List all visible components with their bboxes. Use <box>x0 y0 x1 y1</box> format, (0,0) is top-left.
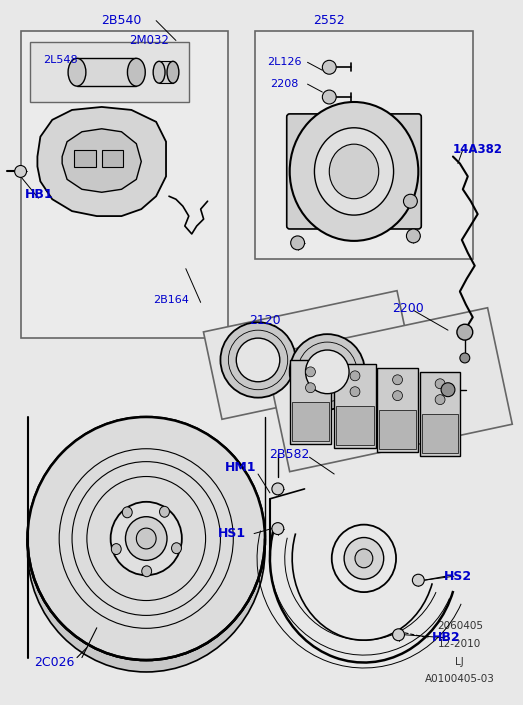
Ellipse shape <box>290 102 418 241</box>
FancyBboxPatch shape <box>287 114 422 229</box>
Circle shape <box>412 575 424 586</box>
Ellipse shape <box>153 61 165 83</box>
Circle shape <box>406 229 420 243</box>
Circle shape <box>403 195 417 208</box>
Text: 2200: 2200 <box>393 302 424 315</box>
Text: LJ: LJ <box>456 656 464 666</box>
Ellipse shape <box>28 417 265 660</box>
Text: 12-2010: 12-2010 <box>438 639 482 649</box>
Bar <box>292 402 329 441</box>
Text: 2L126: 2L126 <box>267 57 302 67</box>
Circle shape <box>236 338 280 382</box>
Polygon shape <box>62 129 141 192</box>
Text: HB1: HB1 <box>25 188 53 201</box>
Ellipse shape <box>314 128 394 215</box>
Circle shape <box>457 324 473 340</box>
Bar <box>101 149 123 168</box>
Bar <box>377 368 418 452</box>
Ellipse shape <box>28 429 265 672</box>
Circle shape <box>272 483 284 495</box>
Bar <box>336 405 374 446</box>
Bar <box>255 30 473 259</box>
Bar <box>159 61 173 83</box>
Circle shape <box>305 367 315 376</box>
Ellipse shape <box>68 59 86 86</box>
Ellipse shape <box>160 506 169 517</box>
Circle shape <box>291 236 304 250</box>
Text: 2B540: 2B540 <box>101 14 142 27</box>
Text: 2B582: 2B582 <box>269 448 310 460</box>
Bar <box>290 360 331 444</box>
Circle shape <box>272 522 284 534</box>
Polygon shape <box>265 308 512 472</box>
Text: HB2: HB2 <box>431 631 460 644</box>
Text: 2B164: 2B164 <box>153 295 189 305</box>
Text: 2L548: 2L548 <box>43 55 77 66</box>
Ellipse shape <box>126 517 167 560</box>
Circle shape <box>290 334 365 410</box>
Ellipse shape <box>142 566 152 577</box>
Ellipse shape <box>355 549 373 568</box>
Circle shape <box>305 383 315 393</box>
Ellipse shape <box>28 417 265 660</box>
Polygon shape <box>38 107 166 216</box>
Circle shape <box>435 379 445 388</box>
Text: A0100405-03: A0100405-03 <box>425 675 495 685</box>
Bar <box>379 410 416 449</box>
Circle shape <box>441 383 455 397</box>
Circle shape <box>305 350 349 393</box>
Text: 2552: 2552 <box>313 14 345 27</box>
Text: 14A382: 14A382 <box>453 143 503 156</box>
Bar <box>77 59 137 86</box>
Circle shape <box>322 90 336 104</box>
Bar <box>20 30 229 338</box>
Text: 2060405: 2060405 <box>437 621 483 631</box>
Bar <box>30 42 189 102</box>
Text: 2208: 2208 <box>270 79 299 89</box>
Ellipse shape <box>122 507 132 517</box>
Bar <box>420 372 460 456</box>
Circle shape <box>393 391 403 400</box>
Bar <box>422 414 458 453</box>
Circle shape <box>322 61 336 74</box>
Text: HS2: HS2 <box>444 570 472 583</box>
Circle shape <box>350 371 360 381</box>
Bar <box>74 149 96 168</box>
Circle shape <box>435 395 445 405</box>
Circle shape <box>15 166 27 178</box>
Ellipse shape <box>111 544 121 555</box>
Polygon shape <box>203 290 415 419</box>
Text: 2C026: 2C026 <box>34 656 74 669</box>
Circle shape <box>350 387 360 397</box>
Circle shape <box>393 629 404 641</box>
Text: HS1: HS1 <box>218 527 246 540</box>
Ellipse shape <box>172 543 181 553</box>
Ellipse shape <box>128 59 145 86</box>
Text: 2120: 2120 <box>249 314 281 326</box>
Text: 2M032: 2M032 <box>129 34 169 47</box>
Ellipse shape <box>329 144 379 199</box>
Ellipse shape <box>111 502 182 575</box>
Circle shape <box>460 353 470 363</box>
Ellipse shape <box>137 528 156 549</box>
Bar <box>334 364 376 448</box>
Text: HM1: HM1 <box>224 460 256 474</box>
Ellipse shape <box>167 61 179 83</box>
Circle shape <box>220 322 295 398</box>
Circle shape <box>393 375 403 385</box>
Ellipse shape <box>344 537 384 580</box>
